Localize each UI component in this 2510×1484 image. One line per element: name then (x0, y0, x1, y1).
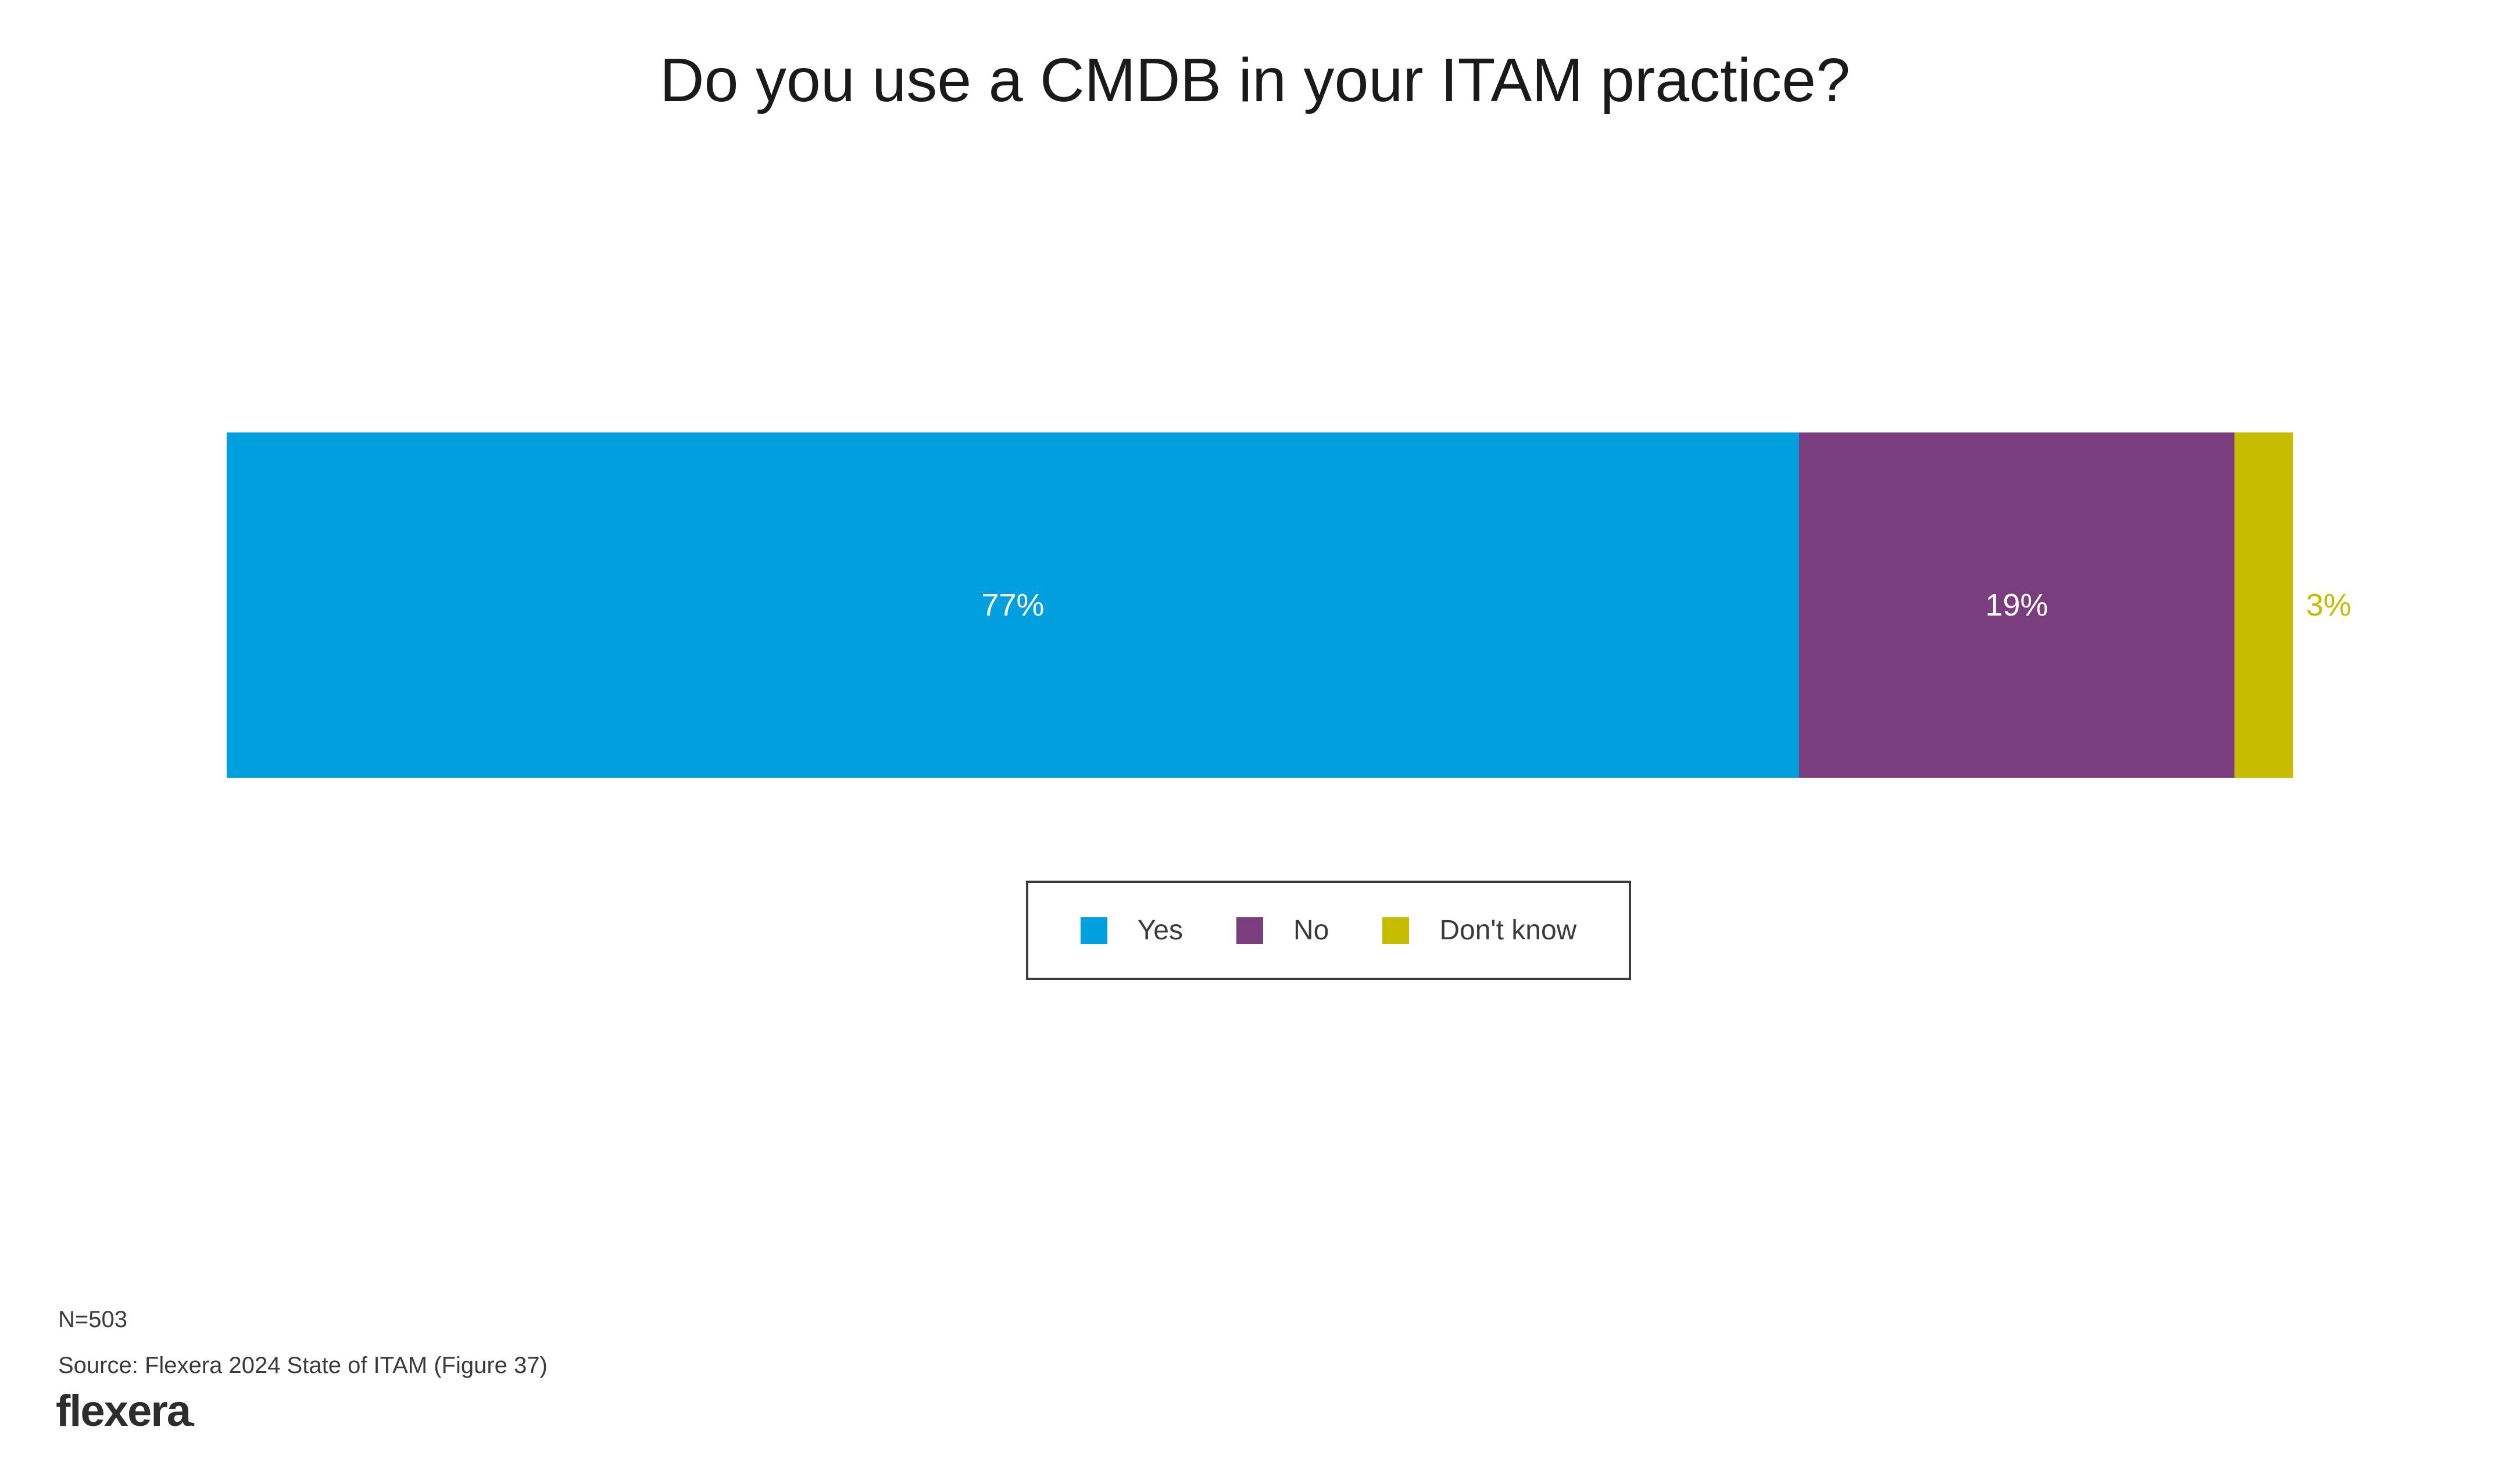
legend-item-don-t-know: Don't know (1382, 914, 1576, 946)
legend-label-no: No (1293, 915, 1329, 946)
bar-segment-yes: 77% (227, 432, 1799, 778)
flexera-logo-dot: . (190, 1408, 196, 1431)
legend-item-yes: Yes (1080, 914, 1183, 946)
bar-segment-no: 19% (1799, 432, 2234, 778)
chart-title: Do you use a CMDB in your ITAM practice? (659, 46, 1851, 115)
legend-swatch-yes (1080, 917, 1107, 944)
flexera-logo-text: flexera (56, 1386, 191, 1436)
legend-item-no: No (1236, 914, 1329, 946)
source-note: Source: Flexera 2024 State of ITAM (Figu… (58, 1353, 548, 1378)
sample-size-note: N=503 (58, 1307, 127, 1332)
bar-value-label-yes: 77% (981, 588, 1045, 623)
bar-segment-don-t-know (2234, 432, 2293, 778)
legend: Yes No Don't know (1026, 881, 1631, 980)
stacked-bar: 77% 19% (227, 432, 2293, 778)
legend-label-yes: Yes (1137, 915, 1183, 946)
bar-value-label-outside: 3% (2306, 588, 2352, 623)
legend-swatch-no (1236, 917, 1263, 944)
flexera-logo: flexera. (56, 1386, 196, 1436)
legend-swatch-don-t-know (1382, 917, 1410, 944)
bar-value-label-no: 19% (1985, 588, 2048, 623)
legend-label-don-t-know: Don't know (1439, 915, 1577, 946)
